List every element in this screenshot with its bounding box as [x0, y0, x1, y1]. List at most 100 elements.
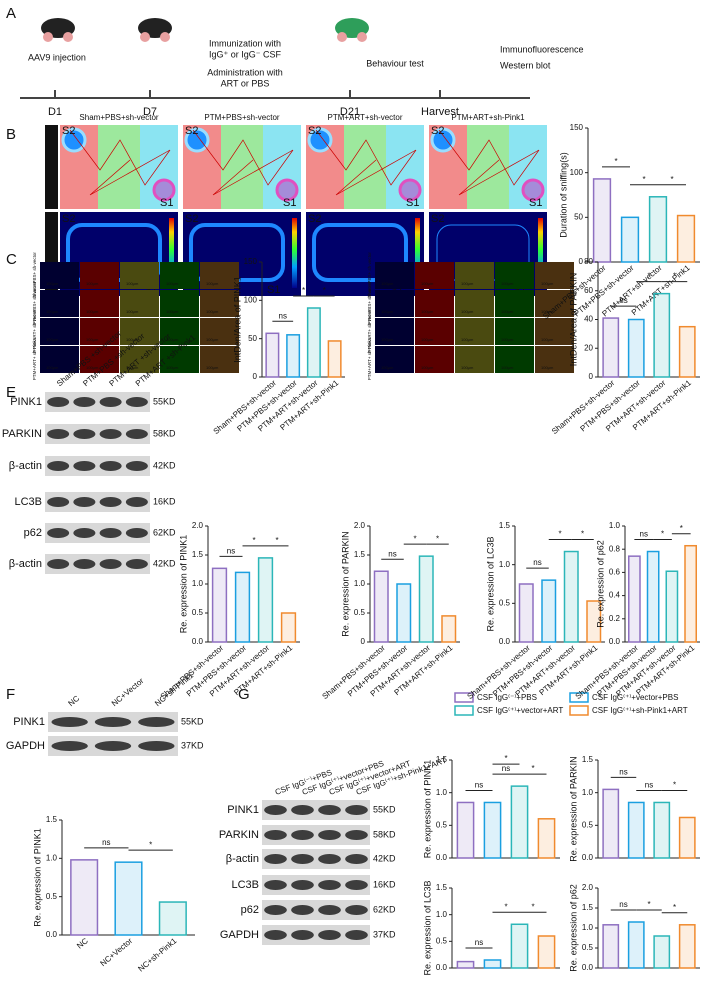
band [318, 805, 341, 815]
scale-label: 100μm [86, 309, 99, 314]
blot-strip [262, 849, 370, 869]
micrograph [375, 262, 414, 289]
bar [518, 583, 534, 643]
bar [653, 292, 671, 378]
band [345, 880, 368, 890]
micrograph [455, 346, 494, 373]
band [318, 930, 341, 940]
scale-label: 100μm [206, 281, 219, 286]
panel-letter: G [238, 686, 250, 703]
bracket-label: * [323, 286, 326, 295]
zone-label: S2 [431, 213, 444, 225]
y-axis-label: Re. expression of PARKIN [568, 756, 578, 861]
bracket-label: * [581, 530, 584, 539]
size-label: 55KD [153, 396, 176, 406]
protein-label: GAPDH [220, 929, 259, 941]
panel-letter: A [6, 5, 16, 22]
bar [418, 555, 434, 643]
scale-label: 100μm [501, 309, 514, 314]
band [345, 805, 368, 815]
legend-text: CSF IgG⁽⁺⁾+sh-Pink1+ART [592, 706, 688, 715]
y-axis-label: Re. expression of PARKIN [340, 531, 350, 636]
micrograph [375, 290, 414, 317]
scale-label: 100μm [166, 281, 179, 286]
trajectory [438, 129, 540, 196]
group-label: PTM+ART+sh-Pink1 [451, 113, 525, 122]
bracket-label: * [647, 900, 650, 909]
bracket-label: * [673, 272, 676, 281]
scale-label: 100μm [46, 281, 59, 286]
protein-label: PARKIN [2, 428, 42, 440]
bar [537, 935, 556, 969]
bracket-label: * [558, 530, 561, 539]
colorbar [292, 218, 297, 288]
micrograph [80, 318, 119, 345]
y-tick-label: 1.0 [46, 853, 58, 862]
bracket-label: ns [619, 296, 627, 305]
scale-label: 100μm [381, 365, 394, 370]
bracket-label: ns [533, 558, 541, 567]
scale-label: 100μm [46, 337, 59, 342]
zone-label: S1 [267, 284, 280, 296]
y-tick-label: 1.0 [609, 521, 621, 530]
bar [592, 178, 612, 263]
band [125, 397, 148, 407]
panel-letter: C [6, 251, 17, 268]
bracket-label: ns [640, 530, 648, 539]
y-tick-label: 1.0 [582, 788, 594, 797]
bracket-label: * [642, 175, 645, 184]
band [99, 497, 122, 507]
zone-label: S2 [185, 213, 198, 225]
band [73, 559, 96, 569]
y-tick-label: 0.8 [609, 544, 621, 553]
band [345, 905, 368, 915]
row-label: PTM+ART+ sh-Pink1 [367, 337, 372, 380]
band [73, 528, 96, 538]
timeline-day: D7 [143, 106, 157, 118]
size-label: 58KD [153, 428, 176, 438]
zone-label: S1 [283, 197, 296, 209]
y-axis-label: Re. expression of PINK1 [422, 760, 432, 859]
micrograph [495, 318, 534, 345]
cage [307, 127, 333, 153]
scale-label: 100μm [461, 281, 474, 286]
micrograph [535, 346, 574, 373]
size-label: 16KD [373, 879, 396, 889]
row-label: PTM+ART+ sh-Pink1 [32, 337, 37, 380]
bar [70, 859, 99, 936]
size-label: 37KD [373, 929, 396, 939]
row-label: PTM+PBS+ sh-vector [32, 281, 37, 325]
micrograph [200, 290, 239, 317]
micrograph [120, 346, 159, 373]
cage [398, 178, 422, 202]
protein-label: p62 [241, 904, 259, 916]
y-tick-label: 150 [244, 257, 258, 266]
bracket-label: ns [102, 838, 110, 847]
bar [653, 935, 671, 969]
mice [41, 18, 369, 42]
band [73, 397, 96, 407]
zone-label: S2 [308, 125, 321, 137]
scale-label: 100μm [206, 309, 219, 314]
colorbar [415, 218, 420, 288]
y-tick-label: 20 [584, 343, 593, 352]
band [291, 880, 314, 890]
timeline-day: Harvest [421, 106, 459, 118]
zone-label: S2 [185, 125, 198, 137]
scale-label: 100μm [381, 309, 394, 314]
protein-label: PINK1 [227, 804, 259, 816]
bar [234, 571, 251, 643]
timeline-text: AAV9 injection [28, 52, 86, 62]
cage [152, 178, 176, 202]
scale-label: 100μm [461, 337, 474, 342]
zone-label: S1 [529, 197, 542, 209]
bracket-label: * [149, 840, 152, 849]
size-label: 55KD [373, 804, 396, 814]
y-tick-label: 0.5 [582, 943, 594, 952]
row-label: Sham+PBS+ sh-vector [367, 252, 372, 298]
micrograph [455, 318, 494, 345]
y-axis-label: Re. expression of p62 [595, 540, 605, 628]
micrograph [455, 290, 494, 317]
micrograph [200, 262, 239, 289]
micrograph [80, 262, 119, 289]
